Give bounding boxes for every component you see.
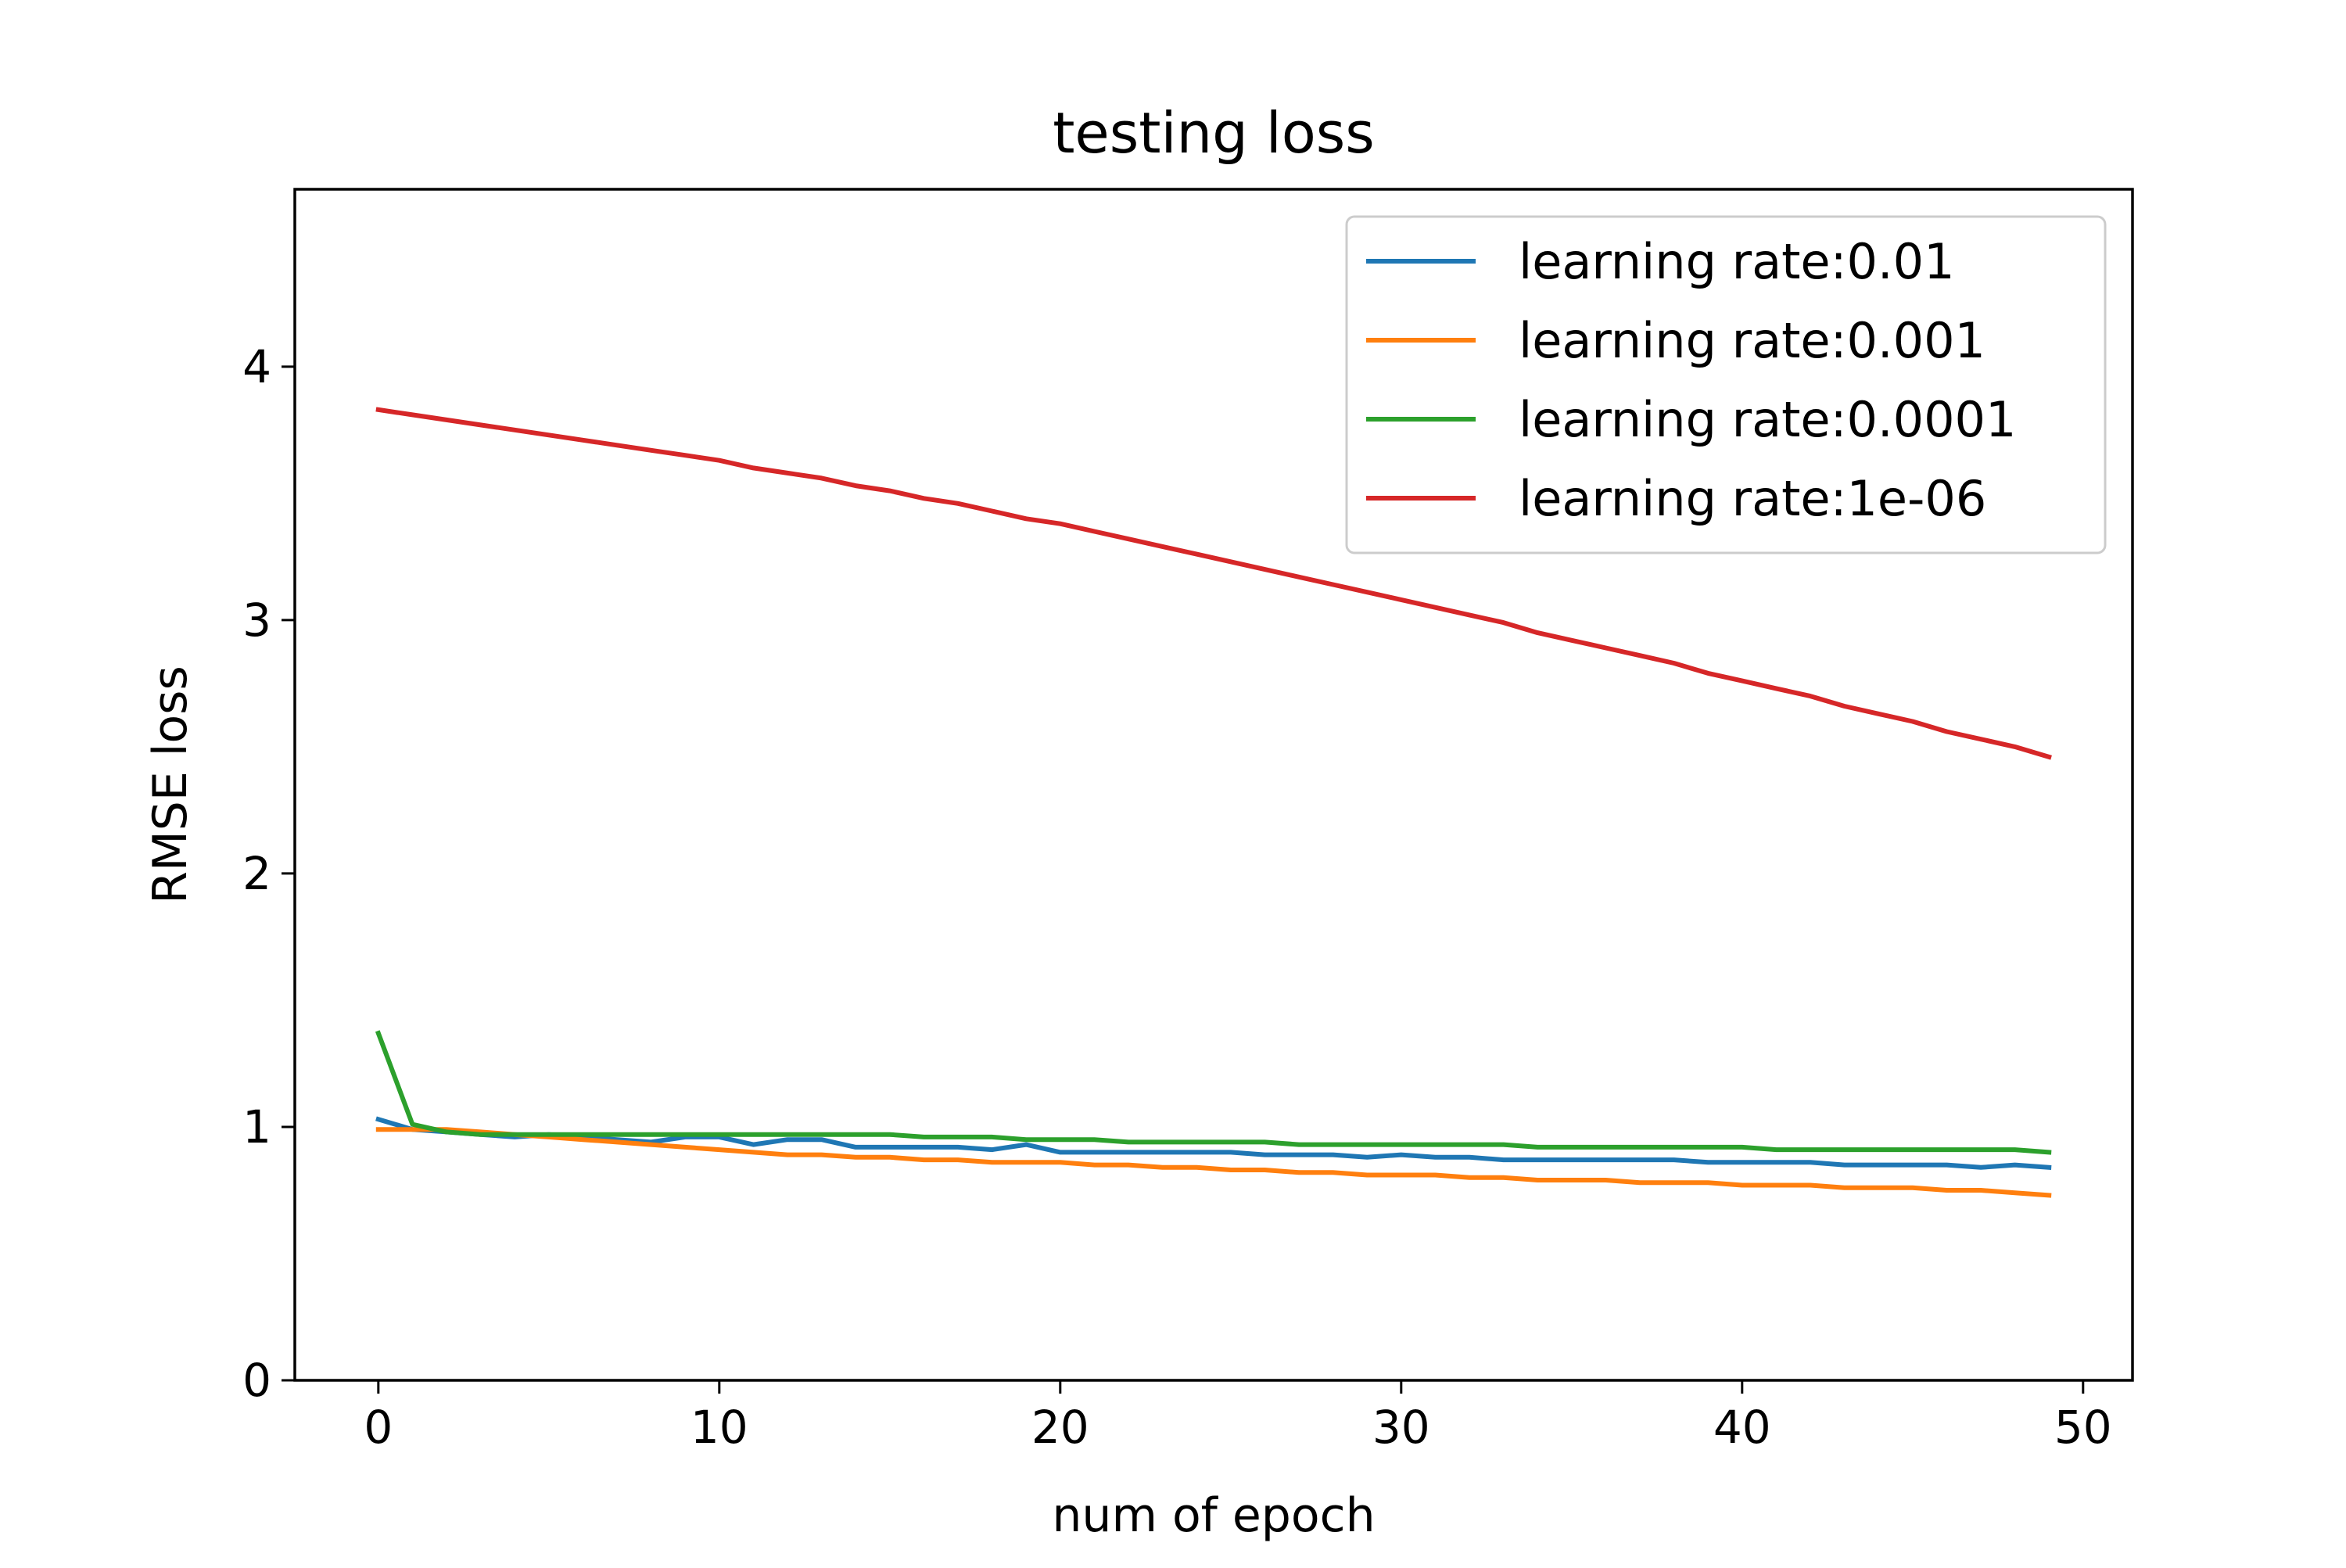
legend: learning rate:0.01 learning rate:0.001 lea…: [1345, 215, 2107, 554]
x-tick-label: 40: [1713, 1401, 1771, 1454]
series-layer: [375, 407, 2052, 1198]
y-tick-label: 2: [242, 847, 271, 900]
x-tick-label: 20: [1031, 1401, 1089, 1454]
ticks-layer: 0 10 20 30 40 50 0 1 2 3 4: [242, 340, 2112, 1454]
legend-entry-3: learning rate:1e-06: [1519, 470, 1986, 527]
x-tick-label: 30: [1372, 1401, 1430, 1454]
y-tick-label: 4: [242, 340, 271, 393]
legend-entry-2: learning rate:0.0001: [1519, 391, 2016, 448]
x-tick-label: 10: [691, 1401, 748, 1454]
legend-box: [1345, 215, 2107, 554]
x-tick-label: 50: [2054, 1401, 2112, 1454]
legend-entry-1: learning rate:0.001: [1519, 312, 1985, 369]
x-axis-label: num of epoch: [1052, 1488, 1375, 1543]
series-line-0: [375, 1116, 2052, 1171]
legend-entry-0: learning rate:0.01: [1519, 233, 1955, 290]
series-line-3: [375, 407, 2052, 760]
y-tick-label: 3: [242, 594, 271, 647]
axes-frame: [293, 188, 2134, 1382]
series-line-2: [375, 1030, 2052, 1155]
series-line-1: [375, 1127, 2052, 1198]
y-axis-label: RMSE loss: [143, 666, 198, 903]
chart-title: testing loss: [1053, 100, 1375, 166]
y-tick-label: 0: [242, 1354, 271, 1407]
y-tick-label: 1: [242, 1100, 271, 1154]
x-tick-label: 0: [364, 1401, 393, 1454]
